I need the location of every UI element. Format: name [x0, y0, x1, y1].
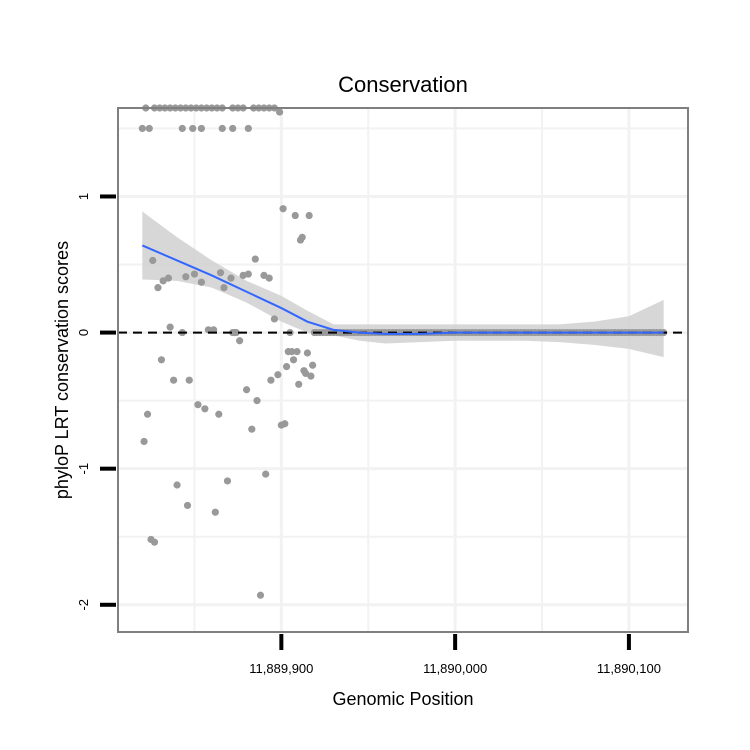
data-point — [256, 591, 265, 599]
data-point — [197, 124, 206, 133]
data-point — [138, 124, 146, 133]
data-point — [216, 269, 225, 277]
x-axis-title: Genomic Position — [332, 689, 473, 709]
data-point — [170, 376, 178, 384]
data-point — [232, 328, 240, 337]
data-point — [244, 270, 252, 278]
x-tick-label: 11,890,100 — [597, 661, 661, 676]
data-point — [182, 273, 190, 281]
data-point — [185, 376, 193, 384]
x-tick-label: 11,890,000 — [423, 661, 487, 676]
data-point — [229, 124, 237, 133]
data-point — [164, 274, 172, 282]
data-point — [253, 397, 261, 405]
data-point — [183, 501, 192, 510]
data-point — [223, 477, 232, 485]
data-point — [274, 371, 282, 379]
data-points — [138, 104, 668, 599]
data-point — [149, 256, 157, 265]
data-point — [282, 362, 291, 371]
data-point — [140, 437, 148, 446]
data-point — [293, 348, 301, 356]
chart-title: Conservation — [338, 72, 468, 97]
data-point — [295, 380, 303, 388]
data-point — [251, 255, 259, 263]
y-tick-label: 1 — [76, 193, 91, 200]
data-point — [309, 361, 317, 369]
data-point — [279, 205, 287, 213]
smooth-line — [141, 244, 664, 335]
data-point — [270, 315, 279, 323]
data-point — [154, 284, 162, 292]
data-point — [218, 124, 226, 133]
data-point — [220, 284, 228, 292]
data-point — [248, 425, 256, 433]
data-point — [194, 401, 202, 409]
data-point — [201, 405, 209, 413]
data-point — [197, 278, 206, 286]
data-point — [178, 124, 186, 133]
data-point — [298, 233, 306, 241]
data-point — [215, 410, 223, 418]
data-point — [262, 470, 270, 478]
panel-border — [117, 107, 689, 633]
y-axis-title: phyloP LRT conservation scores — [52, 241, 72, 499]
data-point — [236, 337, 244, 345]
data-point — [281, 420, 289, 428]
confidence-band — [142, 211, 664, 358]
x-tick-label: 11,889,900 — [249, 661, 313, 676]
data-point — [267, 376, 275, 384]
data-point — [288, 348, 296, 356]
x-axis-ticks: 11,889,900 11,890,000 11,890,100 — [249, 634, 661, 676]
data-point — [291, 211, 299, 220]
data-point — [189, 124, 197, 133]
y-tick-label: -2 — [76, 599, 91, 611]
data-point — [242, 386, 251, 394]
data-point — [227, 274, 235, 282]
data-point — [143, 410, 152, 418]
data-point — [265, 274, 273, 282]
data-point — [166, 323, 174, 331]
y-tick-label: -1 — [76, 463, 91, 475]
data-point — [303, 349, 312, 357]
data-point — [190, 270, 199, 278]
data-point — [211, 508, 219, 516]
data-point — [173, 481, 181, 489]
data-point — [145, 124, 153, 133]
data-point — [305, 211, 313, 220]
data-point — [150, 538, 159, 546]
data-point — [244, 124, 252, 133]
data-point — [289, 356, 298, 364]
y-tick-label: 0 — [76, 329, 91, 336]
data-point — [276, 108, 284, 116]
y-axis-ticks: 1 0 -1 -2 — [76, 193, 116, 611]
data-point — [157, 356, 166, 364]
data-point — [307, 372, 315, 380]
